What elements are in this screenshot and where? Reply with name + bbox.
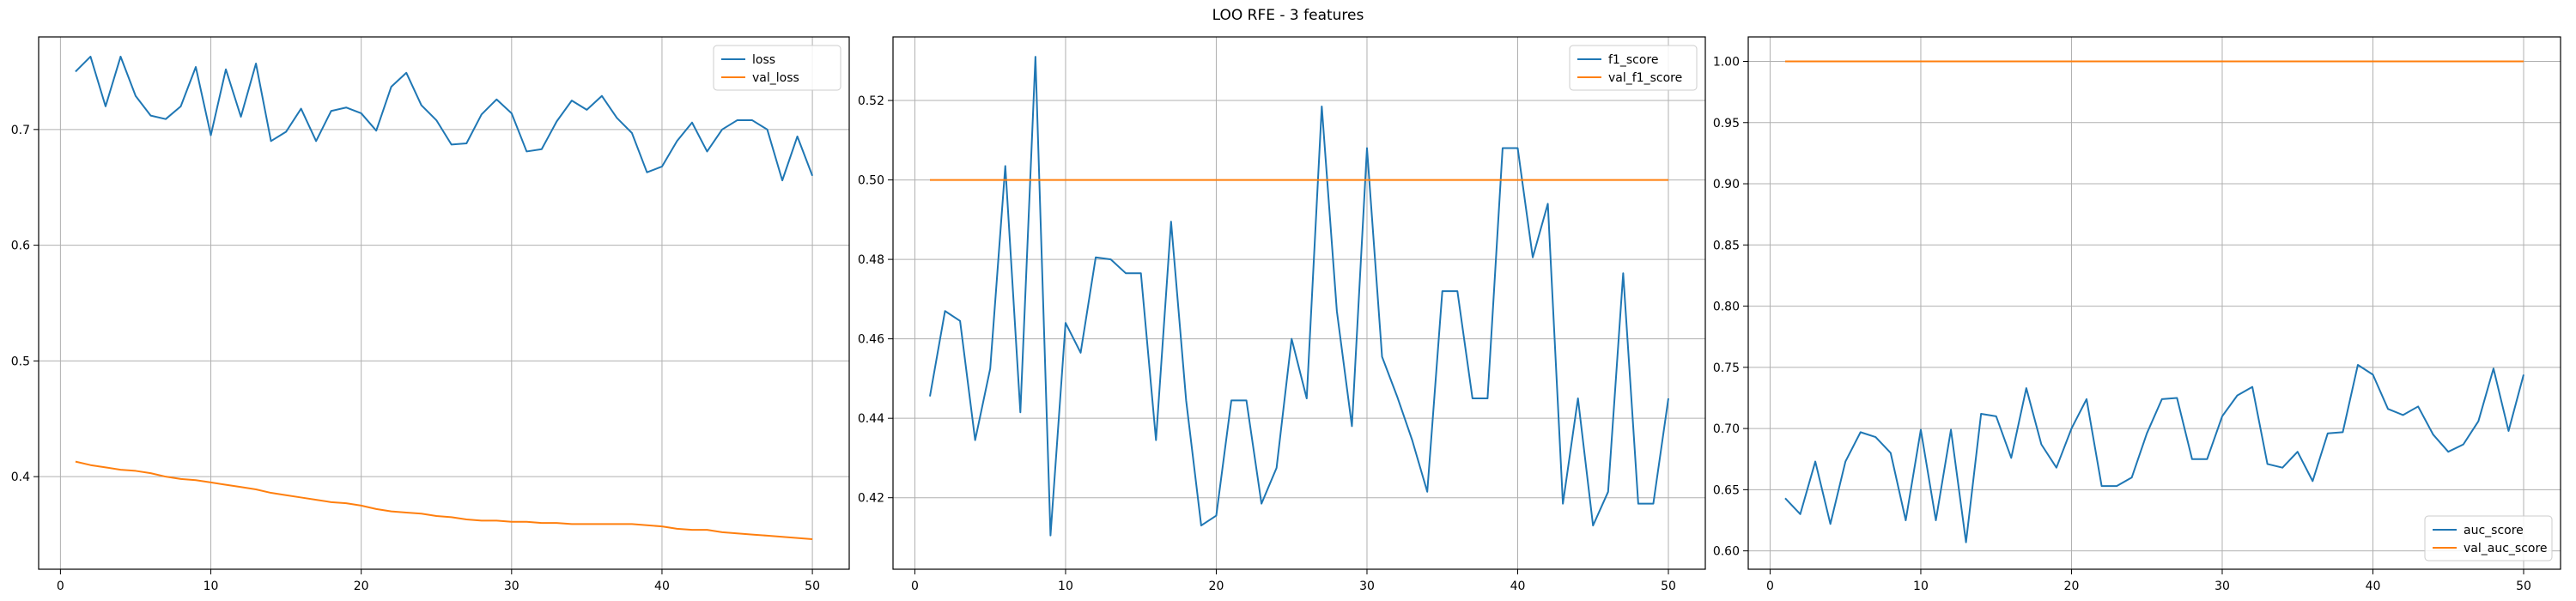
y-tick-label: 1.00 — [1713, 56, 1740, 70]
x-tick-label: 20 — [1209, 580, 1224, 593]
legend: auc_score val_auc_score — [2424, 515, 2553, 562]
x-tick-label: 30 — [2215, 580, 2230, 593]
legend-box — [713, 45, 841, 91]
legend-label: val_auc_score — [2464, 542, 2548, 555]
x-tick-label: 30 — [504, 580, 519, 593]
x-tick-label: 50 — [805, 580, 820, 593]
legend: loss val_loss — [713, 45, 841, 91]
legend-label: auc_score — [2464, 524, 2524, 537]
x-tick-label: 0 — [1766, 580, 1774, 593]
x-tick-label: 10 — [1913, 580, 1929, 593]
legend-label: val_f1_score — [1608, 71, 1682, 85]
legend-box — [1569, 45, 1698, 91]
y-tick-label: 0.48 — [858, 253, 884, 267]
x-tick-label: 50 — [1661, 580, 1676, 593]
y-tick-label: 0.50 — [858, 174, 884, 188]
x-tick-label: 10 — [1058, 580, 1073, 593]
x-tick-label: 40 — [1510, 580, 1526, 593]
y-tick-label: 0.5 — [11, 355, 30, 368]
y-tick-label: 0.90 — [1713, 178, 1740, 191]
y-tick-label: 0.6 — [11, 240, 30, 253]
y-tick-label: 0.44 — [858, 412, 884, 426]
legend: f1_score val_f1_score — [1569, 45, 1698, 91]
y-tick-label: 0.95 — [1713, 117, 1740, 131]
y-tick-label: 0.80 — [1713, 300, 1740, 314]
y-tick-label: 0.46 — [858, 333, 884, 347]
figure-title: LOO RFE - 3 features — [1212, 7, 1364, 24]
x-tick-label: 20 — [354, 580, 369, 593]
series-line-loss — [75, 55, 814, 182]
y-tick-label: 0.4 — [11, 470, 30, 484]
y-tick-label: 0.85 — [1713, 239, 1740, 252]
y-tick-label: 0.75 — [1713, 361, 1740, 375]
y-tick-label: 0.70 — [1713, 422, 1740, 436]
legend-label: f1_score — [1608, 53, 1658, 67]
x-tick-label: 30 — [1359, 580, 1375, 593]
x-tick-label: 0 — [57, 580, 64, 593]
y-tick-label: 0.52 — [858, 94, 884, 108]
y-tick-label: 0.42 — [858, 492, 884, 506]
x-tick-label: 50 — [2516, 580, 2531, 593]
x-tick-label: 10 — [204, 580, 219, 593]
legend-box — [2424, 515, 2553, 562]
axes-frame — [1747, 36, 2561, 570]
x-tick-label: 40 — [654, 580, 670, 593]
x-tick-label: 40 — [2366, 580, 2381, 593]
x-tick-label: 20 — [2064, 580, 2080, 593]
axes-frame — [38, 36, 850, 570]
x-tick-label: 0 — [911, 580, 919, 593]
series-line-val-loss — [75, 460, 813, 540]
y-tick-label: 0.60 — [1713, 545, 1740, 559]
y-tick-label: 0.65 — [1713, 483, 1740, 497]
axes-frame — [892, 36, 1706, 570]
legend-label: val_loss — [752, 71, 799, 85]
legend-label: loss — [752, 53, 775, 67]
series-line-f1-score — [929, 56, 1669, 537]
series-line-auc-score — [1784, 363, 2524, 543]
y-tick-label: 0.7 — [11, 124, 30, 137]
